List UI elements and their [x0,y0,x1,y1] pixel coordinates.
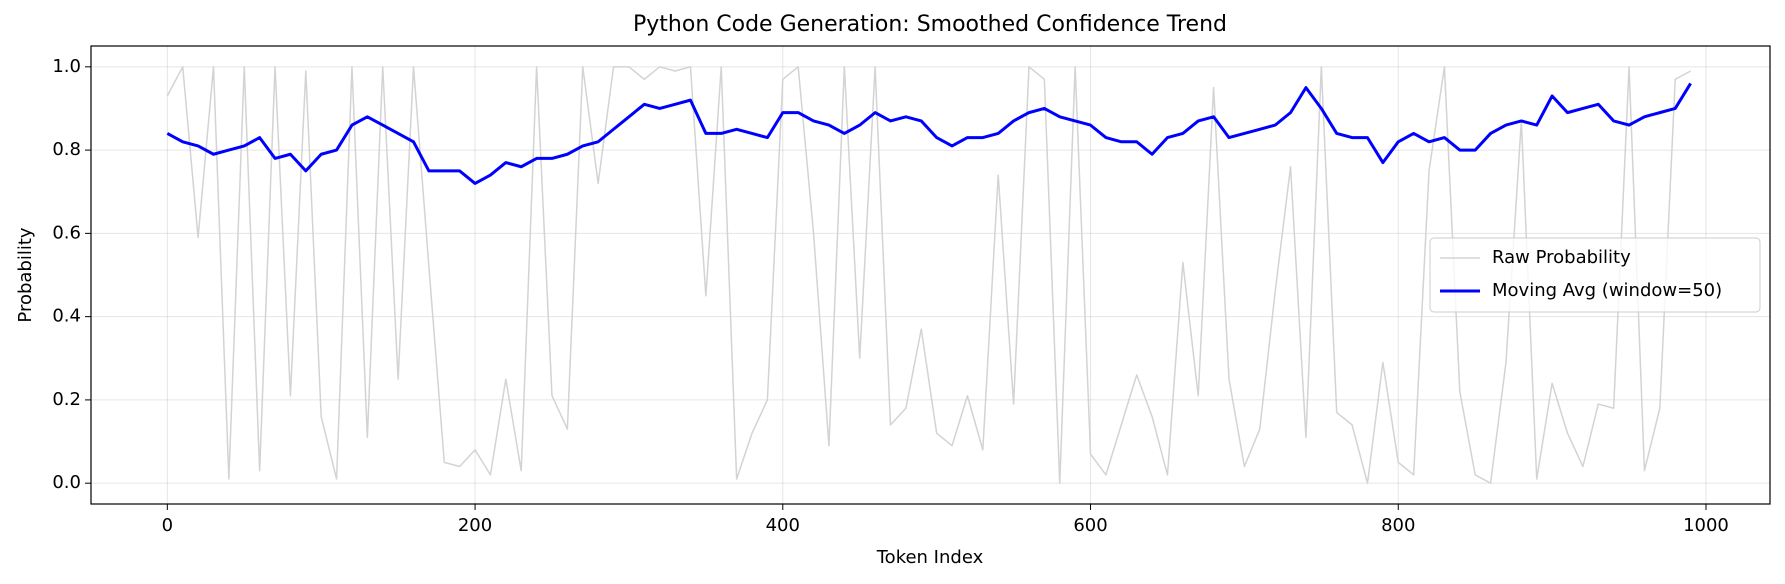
x-axis-label: Token Index [876,547,984,568]
legend-label: Raw Probability [1492,247,1631,268]
x-tick-label: 400 [766,515,800,536]
y-tick-label: 0.8 [52,139,81,160]
y-tick-label: 0.6 [52,222,81,243]
chart-title: Python Code Generation: Smoothed Confide… [633,12,1227,37]
y-tick-label: 1.0 [52,56,81,77]
x-tick-label: 200 [458,515,492,536]
series-line [166,82,1692,185]
series-line [166,66,1691,484]
x-tick-label: 0 [162,515,173,536]
legend-box [1429,237,1761,313]
y-tick-label: 0.4 [52,306,81,327]
y-axis-label: Probability [15,227,36,322]
plot-frame [90,45,1771,505]
y-tick-label: 0.2 [52,389,81,410]
y-tick-label: 0.0 [52,472,81,493]
x-tick-label: 1000 [1683,515,1729,536]
legend-label: Moving Avg (window=50) [1492,280,1722,301]
x-tick-label: 800 [1381,515,1415,536]
x-tick-label: 600 [1073,515,1107,536]
